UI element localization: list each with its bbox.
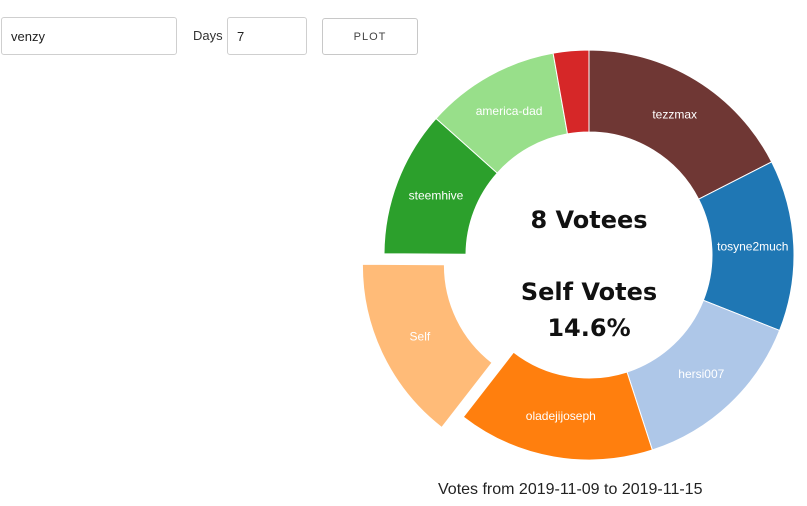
username-input[interactable] — [1, 17, 177, 55]
slice-label-america-dad: america-dad — [476, 104, 543, 118]
date-range-caption: Votes from 2019-11-09 to 2019-11-15 — [438, 481, 703, 498]
slice-oladejijoseph[interactable] — [462, 351, 653, 461]
slice-label-self: Self — [410, 329, 431, 343]
self-votes-percent: 14.6% — [547, 314, 630, 342]
slice-unlabeled[interactable] — [552, 49, 590, 135]
self-votes-title: Self Votes — [521, 278, 657, 306]
slice-self[interactable] — [361, 263, 493, 429]
days-label: Days — [193, 28, 223, 43]
slice-label-steemhive: steemhive — [409, 188, 464, 202]
controls-bar: Days PLOT — [0, 0, 807, 60]
slice-label-oladejijoseph: oladejijoseph — [526, 409, 596, 423]
days-input[interactable] — [227, 17, 307, 55]
donut-slices — [361, 49, 795, 461]
slice-label-tezzmax: tezzmax — [652, 107, 697, 121]
slice-label-tosyne2much: tosyne2much — [717, 239, 788, 253]
votee-count-text: 8 Votees — [530, 206, 647, 234]
donut-slice-labels: tezzmax tosyne2much hersi007 oladejijoseph S… — [409, 104, 789, 423]
plot-button[interactable]: PLOT — [322, 18, 418, 55]
slice-label-hersi007: hersi007 — [678, 367, 724, 381]
